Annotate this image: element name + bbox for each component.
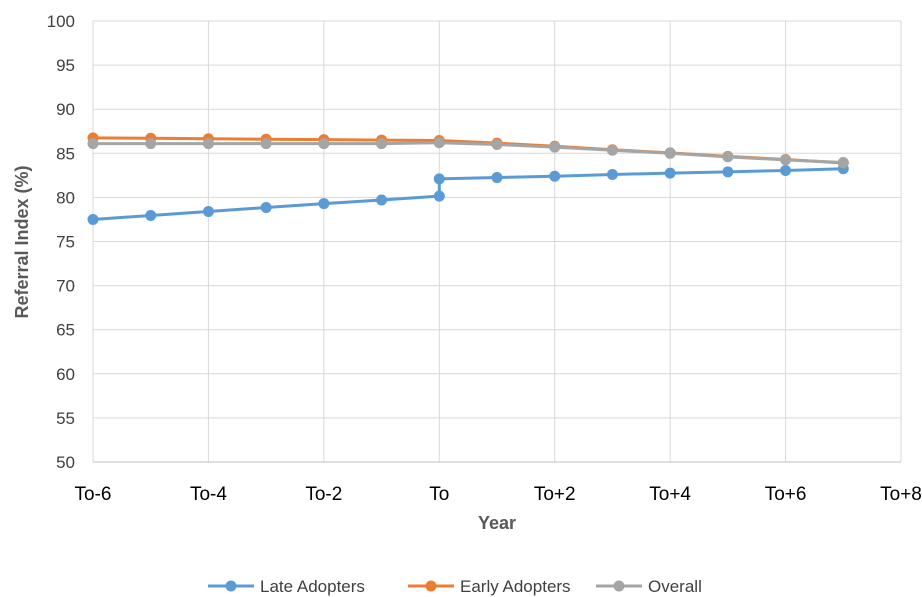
legend-label: Late Adopters <box>260 577 365 596</box>
axes <box>92 21 901 463</box>
data-point <box>145 138 157 150</box>
legend-item: Overall <box>596 577 702 596</box>
data-point <box>433 190 445 202</box>
legend-label: Early Adopters <box>460 577 571 596</box>
x-tick-label: To-6 <box>75 484 112 505</box>
data-point <box>202 206 214 218</box>
series-line <box>93 141 844 165</box>
data-point <box>260 138 272 150</box>
data-point <box>260 202 272 214</box>
data-point <box>780 164 792 176</box>
y-tick-label: 80 <box>56 188 75 207</box>
data-point <box>837 157 849 169</box>
data-point <box>722 151 734 163</box>
y-tick-label: 50 <box>56 453 75 472</box>
data-point <box>87 138 99 150</box>
y-tick-label: 85 <box>56 144 75 163</box>
x-tick-label: To+8 <box>880 484 922 505</box>
data-point <box>664 167 676 179</box>
series-overall <box>87 137 849 169</box>
y-tick-label: 65 <box>56 321 75 340</box>
data-point <box>433 173 445 185</box>
series-early-adopters <box>87 132 849 169</box>
data-point <box>549 170 561 182</box>
data-point <box>606 144 618 156</box>
x-tick-label: To <box>429 484 449 505</box>
data-point <box>491 138 503 150</box>
legend: Late Adopters Early Adopters Overall <box>208 577 702 596</box>
x-tick-label: To-4 <box>190 484 227 505</box>
x-axis-title: Year <box>478 513 516 533</box>
data-point <box>606 168 618 180</box>
legend-marker <box>425 580 437 592</box>
x-tick-labels: To-6 To-4 To-2 To To+2 To+4 To+6 To+8 <box>75 484 922 505</box>
legend-label: Overall <box>648 577 702 596</box>
data-point <box>491 172 503 184</box>
data-point <box>318 198 330 210</box>
grid <box>93 20 902 462</box>
series-group <box>87 132 849 225</box>
y-tick-labels: 50 55 60 65 70 75 80 85 90 95 100 <box>47 12 75 472</box>
y-tick-label: 100 <box>47 12 75 31</box>
y-tick-label: 70 <box>56 277 75 296</box>
data-point <box>376 194 388 206</box>
data-point <box>780 154 792 166</box>
x-tick-label: To+6 <box>765 484 807 505</box>
x-tick-label: To+4 <box>649 484 691 505</box>
y-tick-label: 55 <box>56 409 75 428</box>
data-point <box>376 138 388 150</box>
data-point <box>202 138 214 150</box>
y-axis-title: Referral Index (%) <box>12 165 32 318</box>
data-point <box>433 137 445 149</box>
data-point <box>664 147 676 159</box>
x-tick-label: To-2 <box>305 484 342 505</box>
data-point <box>549 141 561 153</box>
data-point <box>87 213 99 225</box>
data-point <box>722 166 734 178</box>
legend-marker <box>225 580 237 592</box>
y-tick-label: 75 <box>56 233 75 252</box>
legend-item: Late Adopters <box>208 577 365 596</box>
legend-item: Early Adopters <box>408 577 571 596</box>
x-tick-label: To+2 <box>534 484 576 505</box>
data-point <box>318 138 330 150</box>
data-point <box>145 209 157 221</box>
y-tick-label: 90 <box>56 100 75 119</box>
y-tick-label: 60 <box>56 365 75 384</box>
y-tick-label: 95 <box>56 56 75 75</box>
series-late-adopters <box>87 163 849 225</box>
legend-marker <box>613 580 625 592</box>
